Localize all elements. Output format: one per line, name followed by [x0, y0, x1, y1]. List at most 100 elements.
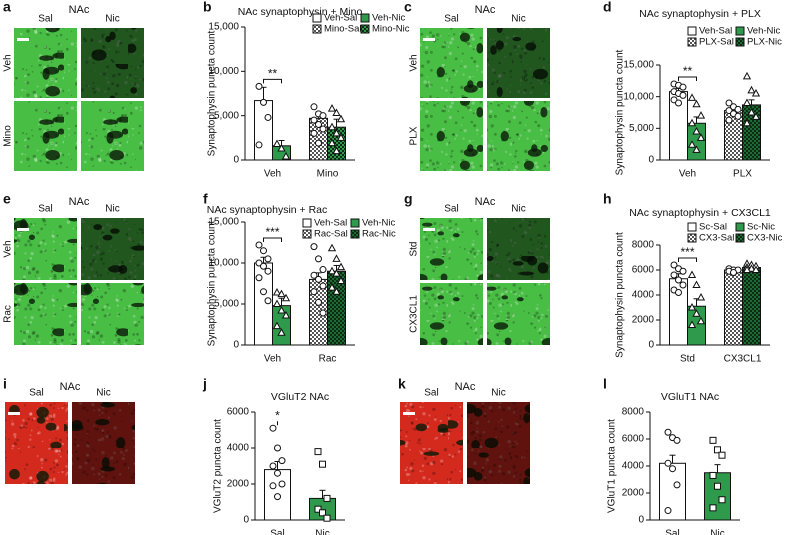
data-point [281, 293, 291, 302]
x-tick-label: CX3CL1 [724, 354, 762, 365]
y-tick-label: 6000 [227, 407, 250, 418]
data-point [332, 146, 341, 155]
y-tick-label: 2000 [632, 315, 655, 326]
micrograph [487, 218, 550, 280]
micrograph [14, 101, 77, 171]
scale-bar [403, 412, 415, 415]
data-point [673, 481, 681, 489]
legend-swatch [735, 37, 745, 47]
legend-label: Veh-Sal [324, 13, 357, 24]
micrograph [81, 101, 144, 171]
data-point [277, 143, 286, 152]
chart-title: NAc synaptophysin + Rac [207, 204, 328, 216]
data-point [336, 262, 346, 271]
data-point [336, 133, 346, 141]
panel-letter: j [202, 376, 207, 392]
micrograph [467, 402, 530, 484]
data-point [742, 98, 752, 106]
data-point [272, 139, 282, 148]
row-label: Veh [3, 240, 14, 257]
significance-bracket [263, 78, 282, 84]
data-point [274, 444, 281, 452]
data-point [260, 98, 267, 106]
data-point [742, 71, 752, 80]
row-label: CX3CL1 [409, 295, 420, 333]
y-tick-label: 15,000 [208, 217, 239, 228]
y-tick-label: 15,000 [208, 22, 239, 33]
y-tick-label: 8000 [632, 240, 655, 251]
data-point [260, 247, 267, 255]
micrograph [81, 218, 144, 280]
panel-letter: a [3, 0, 11, 15]
micrograph [420, 101, 483, 171]
column-label: Nic [96, 388, 110, 399]
y-tick-label: 6000 [632, 265, 655, 276]
data-point [718, 496, 726, 504]
data-point [264, 255, 272, 263]
significance-label: ** [683, 64, 693, 78]
data-point [725, 116, 733, 124]
bar [704, 472, 731, 521]
significance-label: ** [268, 67, 278, 81]
data-point [692, 126, 701, 135]
y-tick-label: 5,000 [629, 123, 654, 134]
legend-swatch [687, 26, 697, 36]
data-point [679, 83, 687, 91]
data-point [327, 122, 337, 131]
data-point [274, 493, 281, 501]
x-tick-label: Mino [317, 169, 339, 180]
row-label: Veh [409, 54, 420, 71]
y-tick-label: 15,000 [623, 60, 654, 71]
panel-letter: c [404, 0, 412, 15]
data-point [255, 82, 263, 90]
column-label: Sal [424, 388, 438, 399]
legend-label: PLX-Nic [747, 37, 782, 48]
region-label: NAc [69, 4, 90, 16]
data-point [679, 281, 687, 289]
x-tick-label: Sal [665, 529, 679, 535]
data-point [742, 265, 752, 273]
data-point [269, 482, 277, 490]
data-point [730, 269, 737, 276]
legend-swatch [350, 229, 360, 239]
data-point [751, 112, 761, 120]
y-tick-label: 5,000 [214, 110, 239, 121]
data-point [272, 321, 282, 330]
data-point [264, 297, 272, 305]
data-point [675, 289, 682, 296]
column-label: Nic [491, 388, 505, 399]
data-point [310, 129, 318, 137]
y-tick-label: 2000 [622, 488, 645, 499]
y-axis-label: Synaptophysin puncta count [207, 30, 218, 156]
micrograph [14, 283, 77, 345]
y-tick-label: 8000 [622, 407, 645, 418]
chart-title: VGluT1 NAc [661, 391, 719, 403]
legend-label: Sc-Nic [747, 222, 775, 233]
data-point [272, 299, 282, 307]
panel-letter: f [203, 191, 208, 207]
micrograph [487, 101, 550, 171]
y-tick-label: 0 [638, 515, 644, 526]
legend-swatch [687, 37, 697, 47]
data-point [714, 482, 721, 490]
data-point [327, 104, 337, 112]
data-point [315, 275, 322, 283]
column-label: Nic [511, 204, 525, 215]
data-point [696, 292, 706, 301]
data-point [281, 151, 291, 160]
scale-bar [8, 412, 20, 415]
data-point [709, 471, 717, 479]
column-label: Nic [105, 204, 119, 215]
legend-label: Veh-Sal [314, 218, 347, 229]
micrograph [81, 28, 144, 98]
legend-label: Sc-Sal [699, 222, 727, 233]
region-label: NAc [455, 381, 476, 393]
y-tick-label: 10,000 [623, 91, 654, 102]
micrograph [487, 28, 550, 98]
data-point [332, 269, 341, 277]
data-point [664, 507, 672, 515]
y-axis-label: VGluT2 puncta count [213, 419, 224, 513]
data-point [327, 266, 337, 275]
y-tick-label: 0 [233, 340, 239, 351]
